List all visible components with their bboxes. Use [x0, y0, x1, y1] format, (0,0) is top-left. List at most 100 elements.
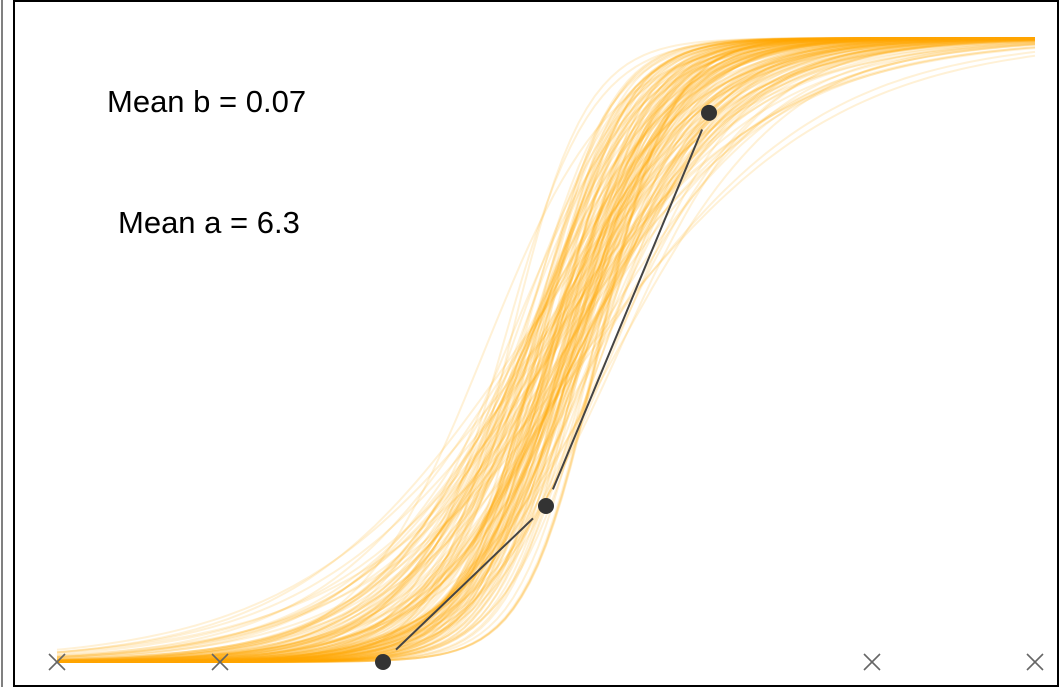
posterior-curve	[56, 37, 1036, 663]
posterior-curve	[56, 41, 1036, 662]
posterior-curve	[57, 37, 1036, 663]
posterior-curve	[57, 37, 1035, 663]
posterior-curve	[56, 37, 1036, 662]
posterior-curve	[56, 42, 1036, 658]
posterior-curve	[57, 37, 1035, 663]
connector-line	[395, 517, 534, 651]
posterior-curve	[56, 37, 1036, 662]
posterior-curve	[56, 38, 1036, 663]
connector-line	[551, 129, 704, 490]
observed-points-group	[375, 104, 717, 670]
excluded-point	[1026, 653, 1044, 671]
posterior-curve	[56, 38, 1036, 660]
posterior-curve	[57, 37, 1035, 663]
excluded-points-group	[48, 653, 1044, 671]
posterior-curve	[56, 50, 1036, 657]
posterior-curve	[57, 37, 1035, 663]
posterior-curve	[57, 37, 1035, 663]
posterior-curve	[56, 39, 1036, 662]
posterior-curve	[56, 37, 1036, 662]
posterior-curve	[56, 38, 1036, 662]
posterior-curve	[56, 54, 1036, 654]
posterior-curve	[56, 37, 1035, 663]
posterior-curve	[56, 37, 1035, 663]
posterior-curve	[56, 46, 1036, 654]
excluded-point	[211, 653, 229, 671]
plot-border	[13, 0, 1059, 687]
posterior-curve	[56, 46, 1036, 656]
posterior-curve	[57, 37, 1036, 663]
posterior-curve	[57, 37, 1035, 663]
posterior-curve	[57, 37, 1036, 663]
excluded-point	[863, 653, 881, 671]
posterior-curve	[57, 37, 1035, 663]
posterior-curve	[57, 37, 1035, 663]
posterior-curve	[56, 41, 1036, 659]
mean-a-annotation: Mean a = 6.3	[118, 205, 300, 240]
posterior-curve	[57, 37, 1036, 663]
posterior-curve	[56, 47, 1036, 651]
posterior-curve	[57, 37, 1035, 663]
posterior-curve	[56, 39, 1036, 660]
observed-point	[538, 498, 554, 514]
posterior-curve	[56, 38, 1036, 663]
posterior-curve	[56, 38, 1036, 662]
posterior-curve	[56, 43, 1036, 659]
posterior-curve	[57, 38, 1036, 663]
posterior-curve	[56, 43, 1036, 661]
posterior-curve	[56, 38, 1036, 663]
posterior-curve	[56, 38, 1036, 661]
posterior-curve	[57, 37, 1035, 663]
posterior-curve	[57, 37, 1035, 663]
posterior-curve	[57, 37, 1035, 663]
posterior-curve	[56, 40, 1036, 658]
posterior-curve	[56, 39, 1036, 662]
posterior-curve	[57, 37, 1035, 663]
posterior-curve	[56, 40, 1036, 661]
observed-point	[375, 654, 391, 670]
posterior-curve	[57, 37, 1036, 663]
posterior-curve	[56, 38, 1036, 663]
posterior-curve	[56, 39, 1036, 662]
posterior-curve	[57, 37, 1035, 663]
posterior-curve	[56, 37, 1035, 663]
posterior-curve	[56, 37, 1036, 662]
posterior-curve	[56, 39, 1036, 662]
posterior-curve	[56, 39, 1036, 661]
posterior-curve	[57, 37, 1036, 663]
posterior-curve	[56, 40, 1036, 659]
posterior-curve	[56, 42, 1036, 654]
posterior-curve	[56, 38, 1036, 663]
posterior-curve	[57, 37, 1036, 663]
posterior-curve	[56, 38, 1036, 663]
posterior-curve	[57, 38, 1036, 663]
posterior-curve	[57, 37, 1035, 663]
posterior-curve	[57, 37, 1035, 663]
posterior-curve	[56, 38, 1036, 663]
posterior-curve	[57, 37, 1035, 663]
posterior-curve	[56, 37, 1036, 662]
posterior-curve	[57, 37, 1035, 663]
posterior-curve	[57, 37, 1035, 663]
posterior-curve	[56, 37, 1036, 663]
observed-point	[701, 104, 717, 121]
posterior-curve	[56, 38, 1036, 662]
posterior-curve	[57, 37, 1036, 663]
posterior-curve	[57, 37, 1036, 663]
posterior-curve	[57, 37, 1036, 663]
connector-group	[395, 129, 704, 651]
posterior-curve	[57, 37, 1036, 663]
excluded-point	[48, 653, 66, 671]
posterior-curve	[57, 38, 1036, 663]
posterior-curve	[56, 37, 1035, 663]
mean-b-annotation: Mean b = 0.07	[107, 84, 306, 119]
posterior-curve	[56, 37, 1036, 663]
posterior-curve	[57, 37, 1035, 663]
posterior-curve	[56, 37, 1035, 663]
posterior-curve	[56, 41, 1036, 663]
posterior-curve	[56, 39, 1036, 662]
curves-group	[56, 37, 1036, 663]
posterior-curve	[56, 43, 1036, 660]
